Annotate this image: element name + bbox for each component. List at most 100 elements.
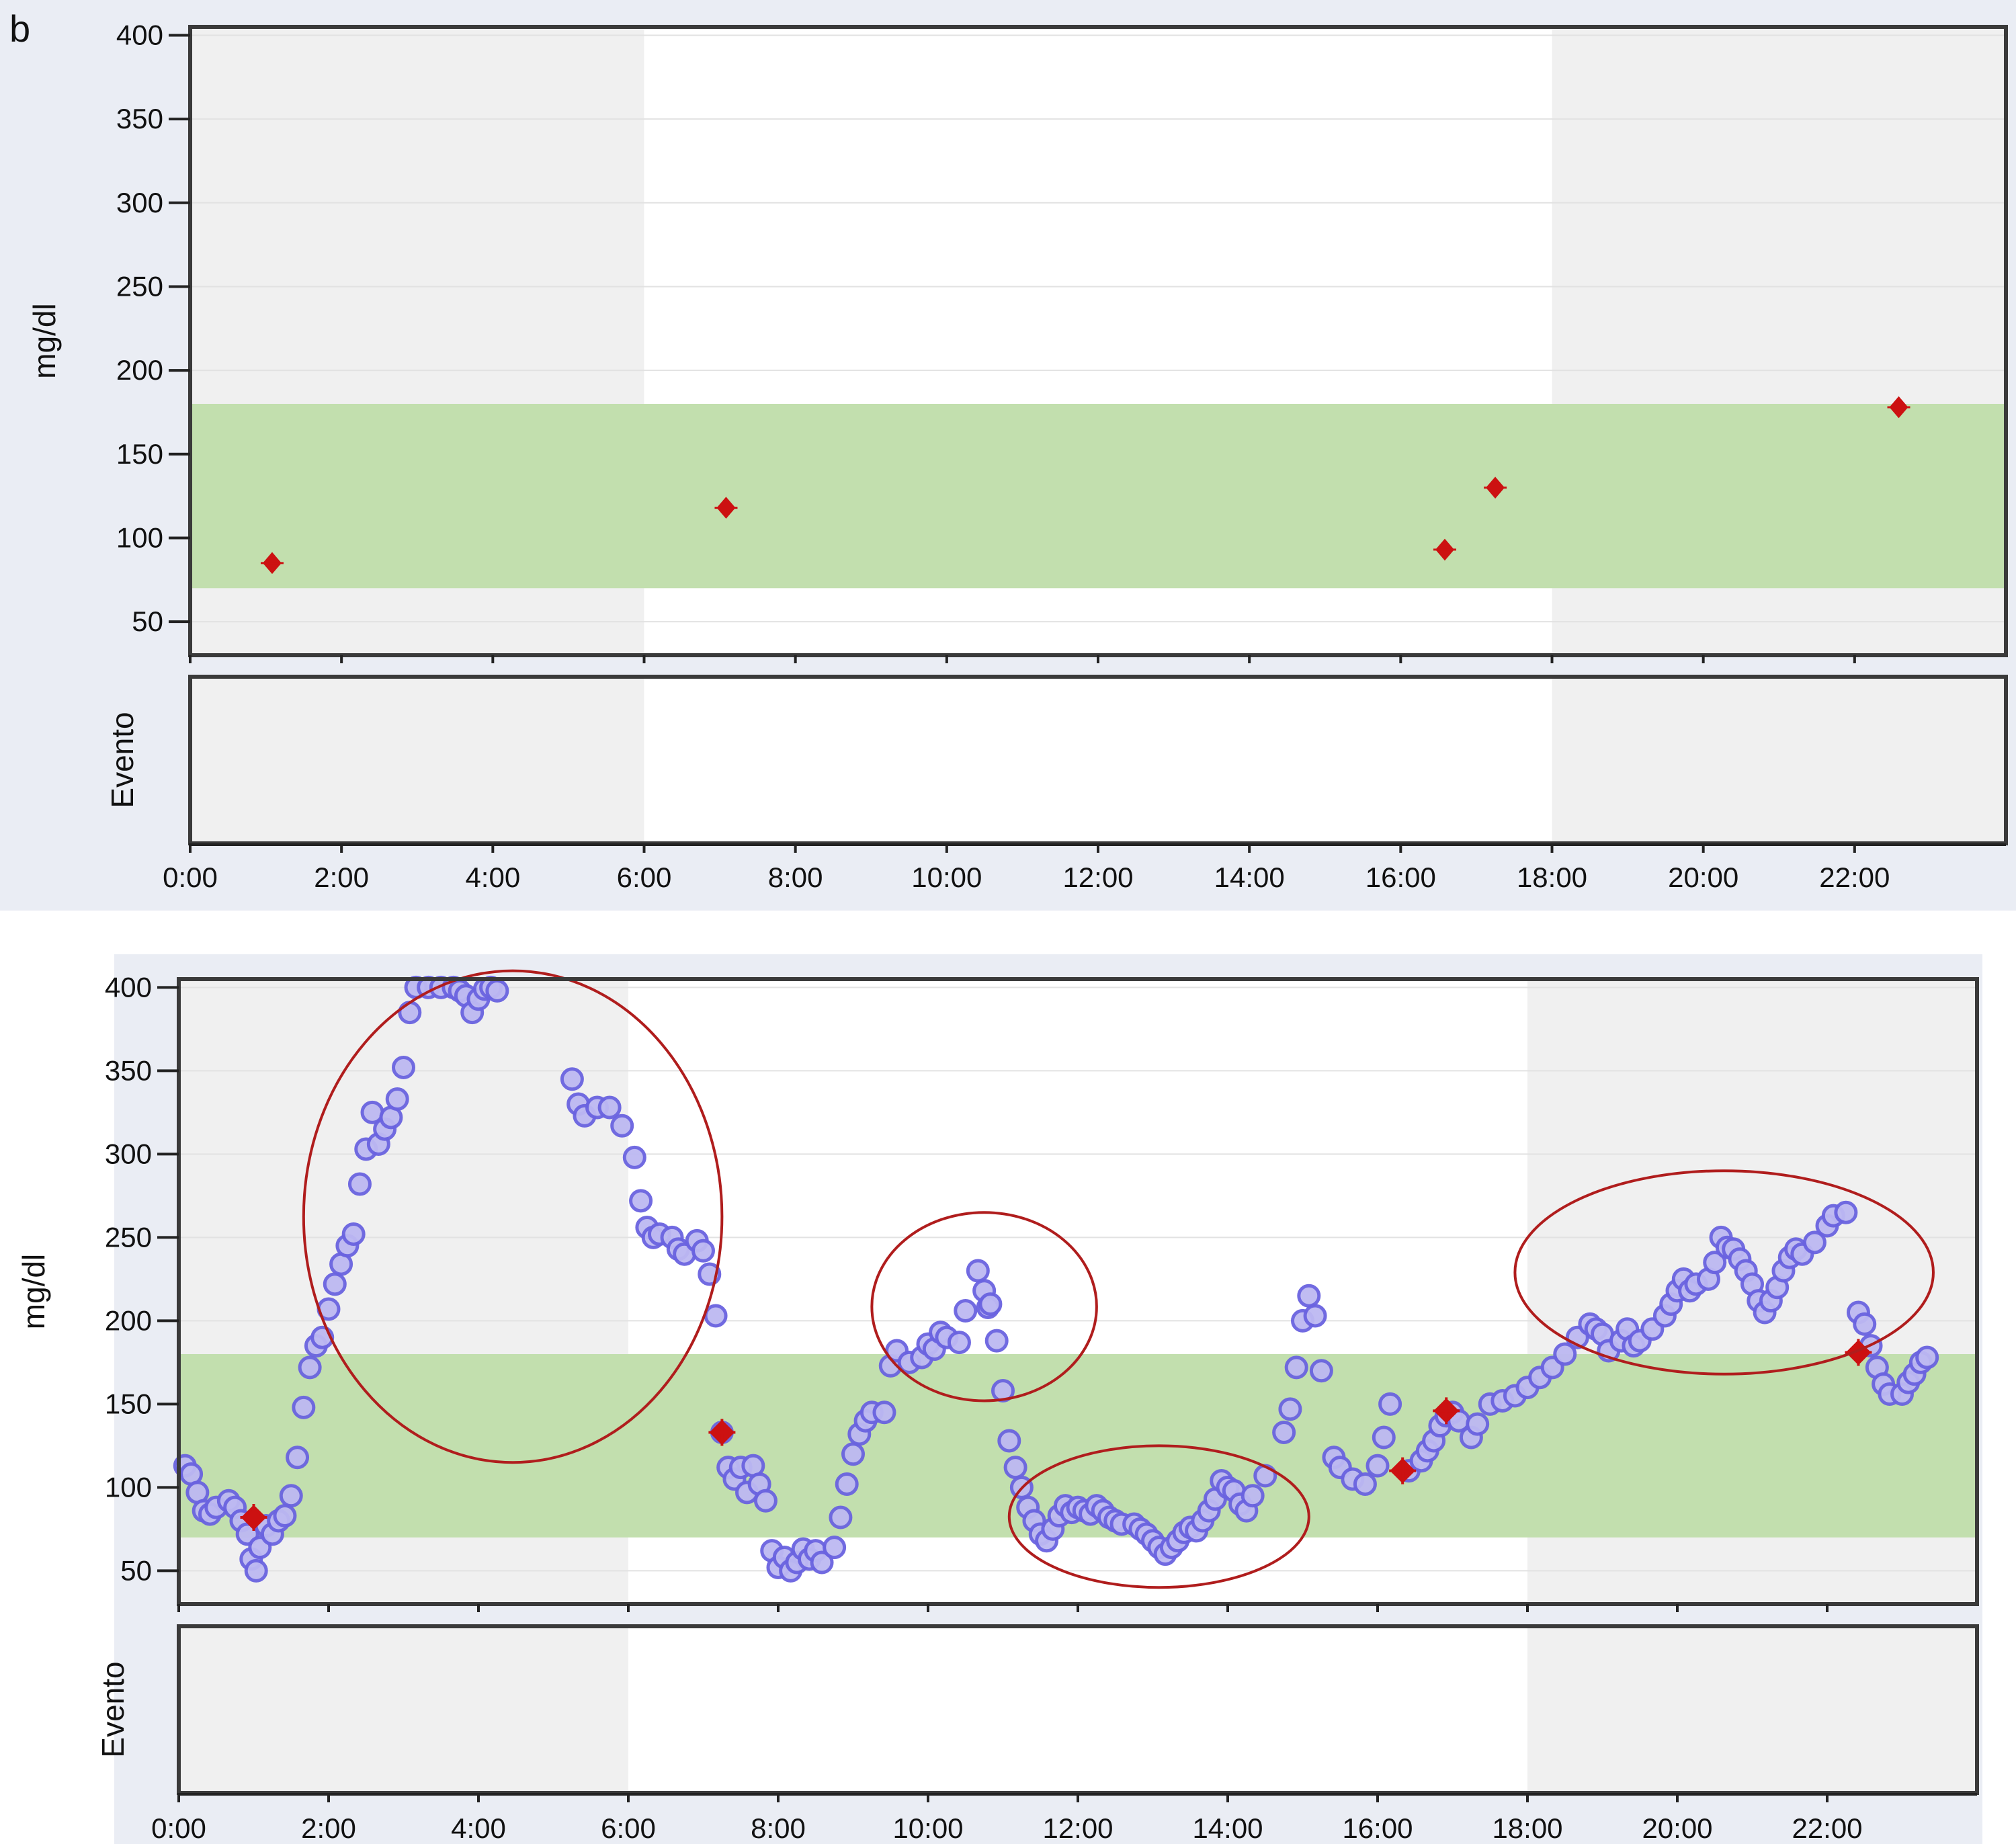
- y-tick-label: 400: [105, 971, 152, 1003]
- y-tick-label: 250: [116, 270, 163, 302]
- sensor-point: [385, 1087, 409, 1112]
- sensor-point: [947, 1331, 971, 1355]
- night-shading-event: [179, 1626, 628, 1793]
- target-range-band: [190, 404, 2006, 589]
- x-tick-label: 4:00: [451, 1812, 506, 1844]
- x-tick-label: 8:00: [751, 1812, 806, 1844]
- sensor-point: [1834, 1200, 1858, 1224]
- sensor-point: [1284, 1355, 1308, 1380]
- sensor-point: [597, 1095, 622, 1120]
- y-tick-label: 250: [105, 1221, 152, 1253]
- sensor-point: [1853, 1312, 1877, 1336]
- sensor-point: [298, 1355, 322, 1380]
- sensor-point: [835, 1472, 859, 1496]
- x-tick-label: 0:00: [151, 1812, 206, 1844]
- x-tick-label: 22:00: [1819, 862, 1890, 893]
- x-tick-label: 12:00: [1062, 862, 1133, 893]
- sensor-point: [1802, 1230, 1826, 1255]
- y-tick-label: 50: [132, 605, 163, 637]
- y-axis-title: mg/dl: [27, 303, 62, 378]
- sensor-point: [753, 1489, 778, 1513]
- sensor-point: [997, 1429, 1021, 1453]
- x-tick-label: 6:00: [617, 862, 672, 893]
- sensor-point: [991, 1379, 1015, 1403]
- meter-point: [708, 1419, 736, 1446]
- x-tick-label: 4:00: [465, 862, 520, 893]
- annotation-ellipse: [1513, 1169, 1935, 1376]
- y-tick-label: 200: [116, 354, 163, 386]
- sensor-point: [1378, 1392, 1402, 1416]
- sensor-point: [398, 1001, 422, 1025]
- meter-point: [1433, 1397, 1460, 1425]
- sensor-point: [872, 1400, 896, 1425]
- sensor-readings-chart: 50 100 150 200 250 300 350 400 0:00 2:00 4:00 6:00 8…: [16, 969, 1979, 1844]
- sensor-point: [823, 1536, 847, 1560]
- x-tick-label: 10:00: [892, 1812, 963, 1844]
- sensor-point: [273, 1504, 297, 1528]
- sensor-point: [485, 978, 509, 1003]
- x-tick-label: 10:00: [911, 862, 982, 893]
- x-tick-label: 20:00: [1642, 1812, 1712, 1844]
- x-tick-label: 12:00: [1042, 1812, 1113, 1844]
- sensor-point: [1297, 1284, 1321, 1308]
- x-tick-label: 6:00: [601, 1812, 656, 1844]
- x-tick-label: 14:00: [1192, 1812, 1263, 1844]
- sensor-point: [622, 1145, 646, 1169]
- y-tick-label: 100: [116, 521, 163, 553]
- sensor-point: [984, 1329, 1009, 1353]
- y-axis-title: mg/dl: [16, 1254, 51, 1329]
- x-tick-label: 18:00: [1492, 1812, 1562, 1844]
- sensor-point: [1278, 1397, 1302, 1421]
- x-tick-label: 14:00: [1214, 862, 1285, 893]
- sensor-point: [560, 1067, 584, 1091]
- x-tick-label: 0:00: [163, 862, 218, 893]
- sensor-point: [323, 1272, 347, 1296]
- x-tick-label: 16:00: [1342, 1812, 1413, 1844]
- sensor-point: [810, 1550, 834, 1575]
- x-tick-label: 8:00: [768, 862, 823, 893]
- annotation-ellipse: [302, 969, 724, 1464]
- night-shading-event: [1527, 1626, 1977, 1793]
- sensor-point: [954, 1299, 978, 1323]
- panel-gap: [0, 911, 2016, 954]
- sensor-point: [1466, 1412, 1490, 1436]
- x-tick-label: 2:00: [301, 1812, 356, 1844]
- sensor-point: [392, 1055, 415, 1079]
- y-tick-label: 300: [105, 1138, 152, 1169]
- meter-point: [1389, 1457, 1417, 1484]
- night-shading-event: [1552, 677, 2006, 843]
- sensor-point: [347, 1172, 372, 1196]
- y-tick-label: 50: [120, 1554, 152, 1586]
- x-tick-label: 2:00: [314, 862, 369, 893]
- event-axis-title: Evento: [105, 712, 140, 808]
- y-tick-label: 400: [116, 19, 163, 50]
- sensor-point: [1272, 1421, 1296, 1445]
- x-tick-label: 20:00: [1668, 862, 1738, 893]
- y-tick-label: 150: [105, 1388, 152, 1419]
- x-tick-label: 22:00: [1792, 1812, 1862, 1844]
- sensor-point: [1553, 1342, 1577, 1366]
- sensor-point: [966, 1259, 990, 1283]
- panel-letter: b: [9, 7, 30, 50]
- y-tick-label: 100: [105, 1471, 152, 1503]
- sensor-point: [244, 1558, 268, 1583]
- y-tick-label: 150: [116, 438, 163, 470]
- x-tick-label: 16:00: [1366, 862, 1436, 893]
- y-tick-label: 350: [105, 1054, 152, 1086]
- y-tick-label: 350: [116, 103, 163, 134]
- meter-readings-chart: 50 100 150 200 250 300 350 400 0:00 2:00 4:00 6:00 8…: [27, 19, 2008, 893]
- sensor-point: [1303, 1304, 1327, 1328]
- sensor-point: [1915, 1345, 1939, 1370]
- sensor-point: [629, 1189, 653, 1213]
- event-axis-title: Evento: [95, 1661, 130, 1757]
- sensor-point: [292, 1395, 316, 1419]
- annotation-ellipse: [870, 1211, 1098, 1402]
- meter-point: [1845, 1339, 1872, 1366]
- sensor-point: [1353, 1472, 1377, 1496]
- y-tick-label: 200: [105, 1304, 152, 1336]
- sensor-point: [691, 1239, 715, 1263]
- sensor-point: [610, 1114, 634, 1138]
- sensor-point: [1366, 1454, 1390, 1478]
- sensor-point: [1003, 1456, 1027, 1480]
